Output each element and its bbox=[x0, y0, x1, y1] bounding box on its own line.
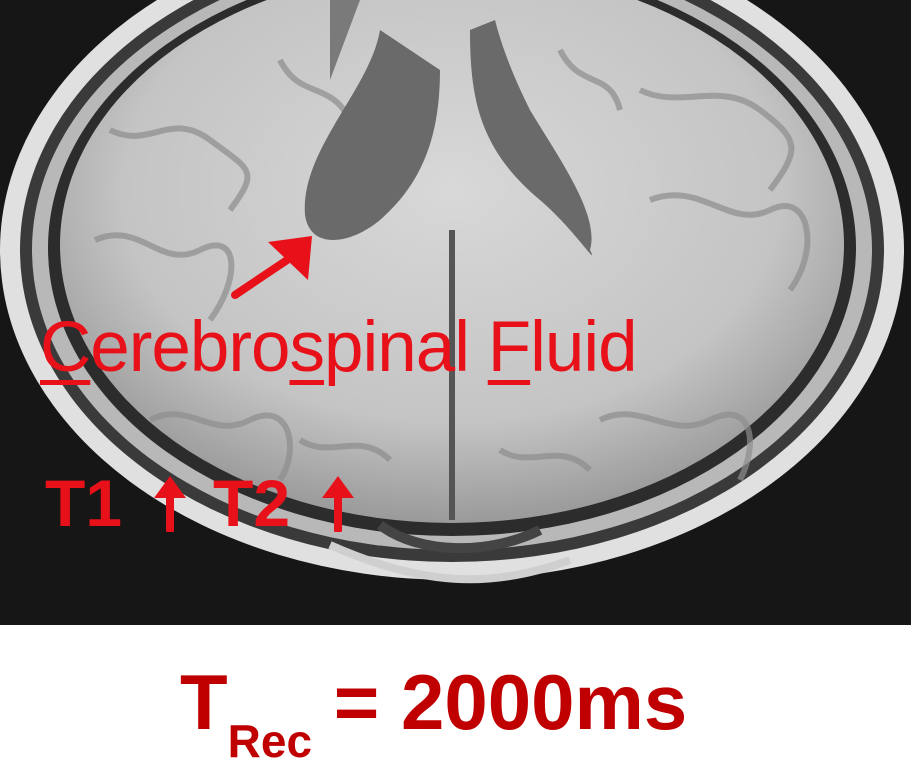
formula-value: = 2000ms bbox=[312, 658, 688, 746]
formula-subscript: Rec bbox=[227, 715, 313, 767]
csf-part-c: C bbox=[40, 308, 91, 387]
mri-brain-drawing bbox=[0, 0, 904, 584]
t2-label: T2 bbox=[213, 466, 291, 540]
up-arrow-icon bbox=[154, 476, 186, 532]
right-ventricle bbox=[470, 20, 593, 256]
csf-part-erebro: erebro bbox=[90, 308, 290, 387]
mri-brain-image: Cerebrospinal Fluid T1 T2 bbox=[0, 0, 911, 625]
csf-part-s: s bbox=[289, 308, 325, 387]
t1-label: T1 bbox=[45, 466, 123, 540]
pointer-arrow-icon bbox=[231, 236, 312, 299]
recovery-time-formula: TRec = 2000ms bbox=[0, 625, 911, 764]
formula-symbol: T bbox=[180, 658, 228, 746]
csf-part-pinal: pinal bbox=[324, 308, 488, 387]
csf-part-f: F bbox=[487, 308, 531, 387]
csf-label: Cerebrospinal Fluid bbox=[40, 312, 638, 383]
left-ventricle bbox=[304, 30, 440, 240]
csf-part-luid: luid bbox=[530, 308, 638, 387]
up-arrow-icon bbox=[322, 476, 354, 532]
formula-line: TRec = 2000ms bbox=[180, 663, 687, 764]
